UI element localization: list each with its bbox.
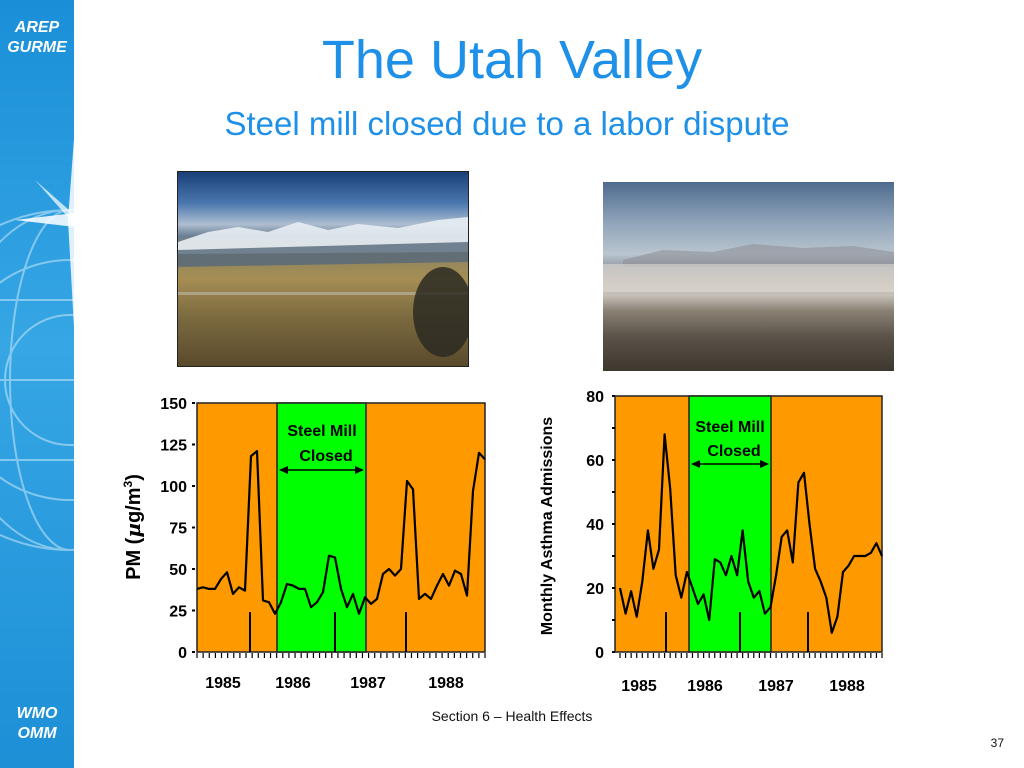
annotation-line-2: Closed — [707, 443, 760, 460]
x-tick-label: 1987 — [758, 678, 794, 695]
series-line — [196, 450, 486, 615]
y-tick-label: 0 — [595, 645, 604, 662]
arep-logo-line-2: GURME — [7, 39, 67, 56]
closure-band — [276, 402, 367, 653]
closure-band — [688, 395, 772, 653]
annotation-line-1: Steel Mill — [695, 419, 764, 436]
y-axis-label-main: PM ( — [123, 537, 145, 580]
y-tick-label: 20 — [586, 581, 604, 598]
valley-smog-photo — [603, 182, 894, 371]
arep-logo: AREP GURME — [0, 18, 74, 58]
x-tick-label: 1985 — [205, 675, 241, 692]
slide-subtitle: Steel mill closed due to a labor dispute — [224, 105, 790, 142]
y-axis-label-sup: 3 — [121, 480, 135, 487]
compass-star-icon — [15, 138, 74, 328]
slide-title: The Utah Valley — [321, 30, 703, 90]
y-axis-label: PM (µg/m3) — [121, 474, 145, 580]
x-tick-label: 1986 — [275, 675, 311, 692]
x-tick-label: 1986 — [687, 678, 723, 695]
sidebar: AREP GURME WMO OMM — [0, 0, 74, 768]
annotation-line-1: Steel Mill — [287, 423, 356, 440]
page-number: 37 — [990, 736, 1004, 750]
closure-arrow-left-head — [691, 460, 700, 468]
y-axis-label-mu: µ — [121, 523, 145, 538]
y-tick-label: 0 — [178, 645, 187, 662]
y-tick-label: 150 — [160, 396, 187, 413]
valley-clear-photo — [177, 171, 469, 367]
y-tick-label: 60 — [586, 453, 604, 470]
wmo-logo: WMO OMM — [0, 704, 74, 744]
y-axis-label-unit: g/m — [123, 487, 145, 523]
y-tick-label: 75 — [169, 521, 187, 538]
chart-2: 0 20 40 60 80 1985 1986 1987 1988 Steel Mill Close… — [539, 389, 884, 695]
x-tick-label: 1988 — [829, 678, 865, 695]
x-tick-label: 1988 — [428, 675, 464, 692]
x-tick-label: 1985 — [621, 678, 657, 695]
y-tick-label: 25 — [169, 604, 187, 621]
arep-logo-line-1: AREP — [14, 19, 60, 36]
slide-footer: Section 6 – Health Effects — [431, 708, 593, 724]
closure-arrow-right-head — [760, 460, 769, 468]
x-tick-label: 1987 — [350, 675, 386, 692]
closure-arrow-right-head — [355, 466, 364, 474]
series-line — [618, 433, 884, 634]
y-tick-label: 50 — [169, 562, 187, 579]
closure-arrow-left-head — [279, 466, 288, 474]
y-tick-label: 125 — [160, 438, 187, 455]
y-tick-label: 80 — [586, 389, 604, 406]
y-axis-label: Monthly Asthma Admissions — [539, 417, 556, 635]
y-tick-label: 40 — [586, 517, 604, 534]
wmo-logo-line-2: OMM — [17, 725, 57, 742]
wmo-logo-line-1: WMO — [16, 705, 58, 722]
y-tick-label: 100 — [160, 479, 187, 496]
y-axis-label-close: ) — [123, 474, 145, 481]
chart-1: 0 25 50 75 100 125 150 1985 1986 1987 1988 Steel Mi… — [121, 396, 486, 692]
annotation-line-2: Closed — [299, 448, 352, 465]
